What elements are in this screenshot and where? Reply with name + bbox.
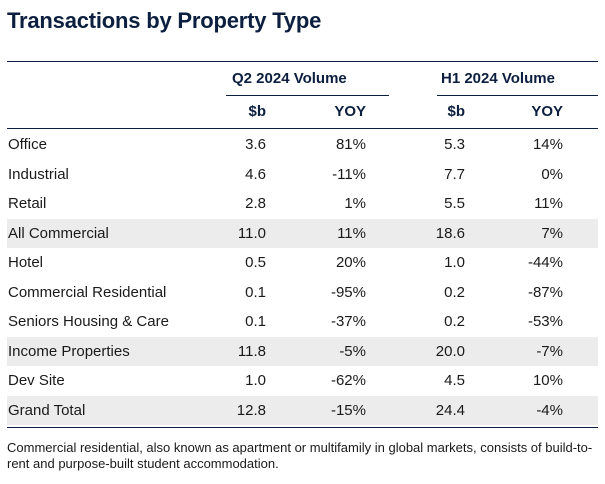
row-label: Grand Total [8,401,86,419]
cell-q2-yoy: -37% [330,313,366,330]
cell-q2-yoy: -15% [330,401,366,419]
cell-h1-billions: 0.2 [444,283,465,301]
footnote: Commercial residential, also known as ap… [7,440,593,471]
column-header-h1-yoy: YOY [531,103,563,120]
cell-q2-yoy: -5% [339,342,366,360]
cell-h1-billions: 7.7 [444,165,465,183]
bottom-divider [7,427,598,428]
table-row-subtotal: All Commercial 11.0 11% 18.6 7% [7,218,598,248]
cell-h1-billions: 4.5 [444,372,465,389]
table-row: Commercial Residential 0.1 -95% 0.2 -87% [7,278,598,308]
cell-h1-yoy: 14% [532,136,563,153]
cell-h1-yoy: -4% [536,401,563,419]
row-label: Income Properties [8,342,130,360]
cell-q2-billions: 0.5 [245,254,266,271]
cell-q2-billions: 11.8 [237,342,266,360]
table-row: Retail 2.8 1% 5.5 11% [7,189,598,219]
table-row: Dev Site 1.0 -62% 4.5 10% [7,366,598,396]
row-label: Retail [8,195,47,212]
cell-h1-yoy: 0% [541,165,563,183]
cell-q2-billions: 2.8 [245,195,266,212]
cell-h1-yoy: 11% [534,195,563,212]
cell-h1-billions: 5.5 [444,195,465,212]
table-body: Office 3.6 81% 5.3 14% Industrial 4.6 -1… [7,130,598,425]
cell-q2-yoy: -11% [332,165,366,183]
table-title: Transactions by Property Type [7,8,322,33]
cell-q2-billions: 4.6 [245,165,266,183]
table-row-grand-total: Grand Total 12.8 -15% 24.4 -4% [7,395,598,425]
top-divider [7,61,598,62]
cell-h1-yoy: -87% [527,283,563,301]
header-divider [7,128,598,129]
cell-h1-yoy: -44% [527,254,563,271]
cell-h1-yoy: 10% [532,372,563,389]
cell-h1-yoy: -7% [536,342,563,360]
table-row: Office 3.6 81% 5.3 14% [7,130,598,160]
cell-q2-billions: 0.1 [245,313,266,330]
cell-h1-billions: 1.0 [444,254,465,271]
cell-h1-billions: 5.3 [444,136,465,153]
column-header-q2-yoy: YOY [334,103,366,120]
cell-q2-yoy: 1% [344,195,366,212]
cell-h1-billions: 20.0 [435,342,465,360]
cell-h1-billions: 0.2 [444,313,465,330]
cell-h1-yoy: -53% [527,313,563,330]
table-row: Hotel 0.5 20% 1.0 -44% [7,248,598,278]
row-label: Commercial Residential [8,283,167,301]
row-label: Industrial [8,165,69,183]
group-divider-h1 [437,95,598,96]
cell-q2-billions: 12.8 [236,401,266,419]
cell-q2-billions: 11.0 [237,224,266,242]
group-header-q2: Q2 2024 Volume [232,70,347,87]
row-label: Hotel [8,254,44,271]
cell-h1-yoy: 7% [541,224,563,242]
row-label: All Commercial [8,224,109,242]
table-row-subtotal: Income Properties 11.8 -5% 20.0 -7% [7,336,598,366]
cell-q2-yoy: 11% [337,224,366,242]
cell-q2-billions: 3.6 [245,136,266,153]
row-label: Seniors Housing & Care [8,313,169,330]
row-label: Dev Site [8,372,65,389]
cell-q2-yoy: -62% [330,372,366,389]
cell-q2-yoy: -95% [330,283,366,301]
cell-q2-yoy: 20% [335,254,366,271]
group-divider-q2 [226,95,389,96]
cell-q2-billions: 0.1 [245,283,266,301]
group-header-h1: H1 2024 Volume [441,70,555,87]
column-header-h1-billions: $b [447,103,465,120]
cell-q2-yoy: 81% [335,136,366,153]
row-label: Office [8,136,47,153]
cell-h1-billions: 24.4 [435,401,465,419]
cell-h1-billions: 18.6 [435,224,465,242]
column-header-q2-billions: $b [248,103,266,120]
table-row: Industrial 4.6 -11% 7.7 0% [7,160,598,190]
table-row: Seniors Housing & Care 0.1 -37% 0.2 -53% [7,307,598,337]
cell-q2-billions: 1.0 [245,372,266,389]
